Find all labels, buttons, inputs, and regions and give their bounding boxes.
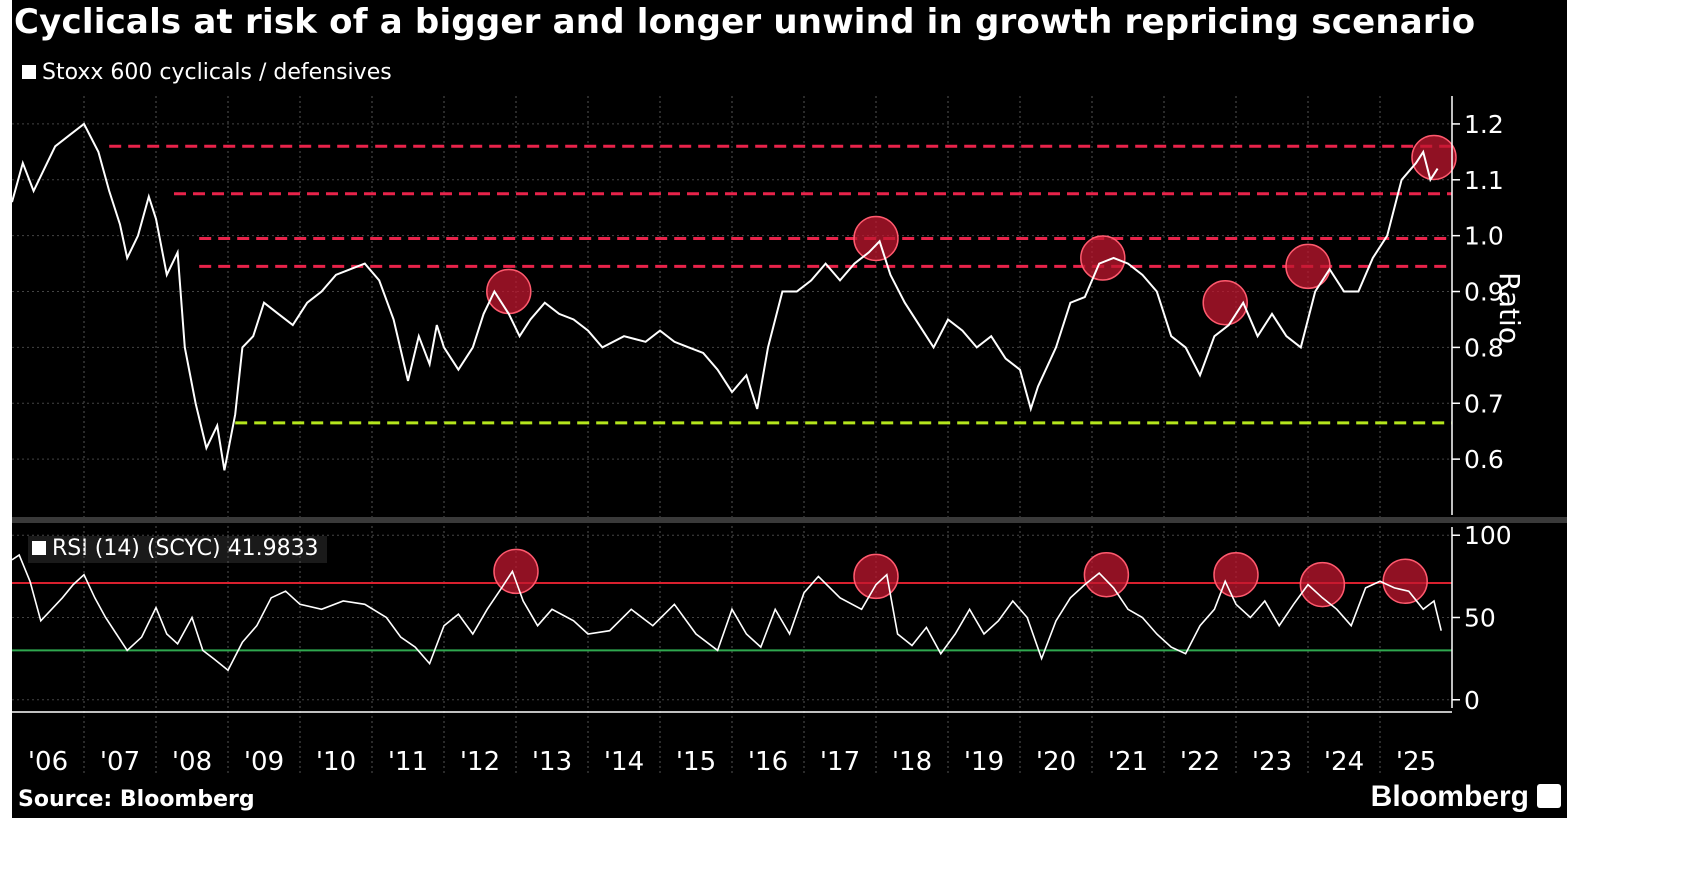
x-tick-label: '08 xyxy=(172,747,212,777)
rsi-legend-swatch xyxy=(32,541,46,555)
x-tick-label: '22 xyxy=(1180,747,1220,777)
bloomberg-chart-icon xyxy=(1537,784,1561,808)
x-tick-label: '16 xyxy=(748,747,788,777)
x-tick-label: '19 xyxy=(964,747,1004,777)
x-tick-label: '21 xyxy=(1108,747,1148,777)
price-y-tick-label: 1.0 xyxy=(1464,222,1504,251)
source-note: Source: Bloomberg xyxy=(18,787,255,812)
price-highlight-circle xyxy=(1202,279,1248,326)
rsi-y-tick-label: 0 xyxy=(1464,686,1480,715)
price-highlight-circle xyxy=(853,215,899,262)
price-y-tick-label: 0.6 xyxy=(1464,445,1504,474)
price-legend-swatch xyxy=(22,65,36,79)
rsi-series-line xyxy=(12,553,1442,672)
x-tick-label: '09 xyxy=(244,747,284,777)
x-tick-label: '24 xyxy=(1324,747,1364,777)
panel-separator xyxy=(12,517,1567,523)
price-y-tick-label: 0.7 xyxy=(1464,389,1504,418)
x-tick-label: '06 xyxy=(28,747,68,777)
x-tick-label: '13 xyxy=(532,747,572,777)
chart-title: Cyclicals at risk of a bigger and longer… xyxy=(14,2,1476,42)
price-y-tick-label: 1.2 xyxy=(1464,110,1504,139)
x-tick-label: '07 xyxy=(100,747,140,777)
rsi-highlight-circle xyxy=(493,548,539,595)
chart-svg: '06 '07 '08 '09 '10 '11 '12 '13 '14 '15 '16 '17 '18 '… xyxy=(12,96,1567,777)
price-legend: Stoxx 600 cyclicals / defensives xyxy=(22,60,392,85)
price-y-tick-label: 0.9 xyxy=(1464,278,1504,307)
x-tick-label: '12 xyxy=(460,747,500,777)
chart-frame: Cyclicals at risk of a bigger and longer… xyxy=(12,0,1567,818)
rsi-y-tick-label: 50 xyxy=(1464,604,1496,633)
price-y-tick-label: 1.1 xyxy=(1464,166,1504,195)
price-series-line xyxy=(12,122,1439,471)
x-tick-label: '18 xyxy=(892,747,932,777)
rsi-legend: RSI (14) (SCYC) 41.9833 xyxy=(28,536,327,563)
rsi-highlight-circle xyxy=(1299,561,1346,608)
price-highlight-circle xyxy=(1285,243,1331,290)
price-highlight-circle xyxy=(1080,235,1126,281)
y-axis-label: Ratio xyxy=(1493,272,1526,344)
bloomberg-logo: Bloomberg xyxy=(1370,780,1529,813)
x-tick-label: '25 xyxy=(1396,747,1436,777)
rsi-highlight-circle xyxy=(1213,551,1259,598)
price-highlight-circle xyxy=(1411,134,1457,181)
rsi-highlight-circle xyxy=(1382,558,1428,605)
price-y-tick-label: 0.8 xyxy=(1464,333,1504,362)
rsi-highlight-circle xyxy=(1083,551,1130,598)
price-legend-label: Stoxx 600 cyclicals / defensives xyxy=(42,60,392,85)
x-tick-label: '10 xyxy=(316,747,356,777)
rsi-y-tick-label: 100 xyxy=(1464,521,1512,550)
x-tick-label: '23 xyxy=(1252,747,1292,777)
x-tick-label: '14 xyxy=(604,747,644,777)
x-tick-label: '20 xyxy=(1036,747,1076,777)
x-tick-label: '15 xyxy=(676,747,716,777)
rsi-highlight-circle xyxy=(853,553,899,600)
rsi-legend-label: RSI (14) (SCYC) 41.9833 xyxy=(52,536,319,561)
x-tick-label: '17 xyxy=(820,747,860,777)
x-tick-label: '11 xyxy=(388,747,428,777)
